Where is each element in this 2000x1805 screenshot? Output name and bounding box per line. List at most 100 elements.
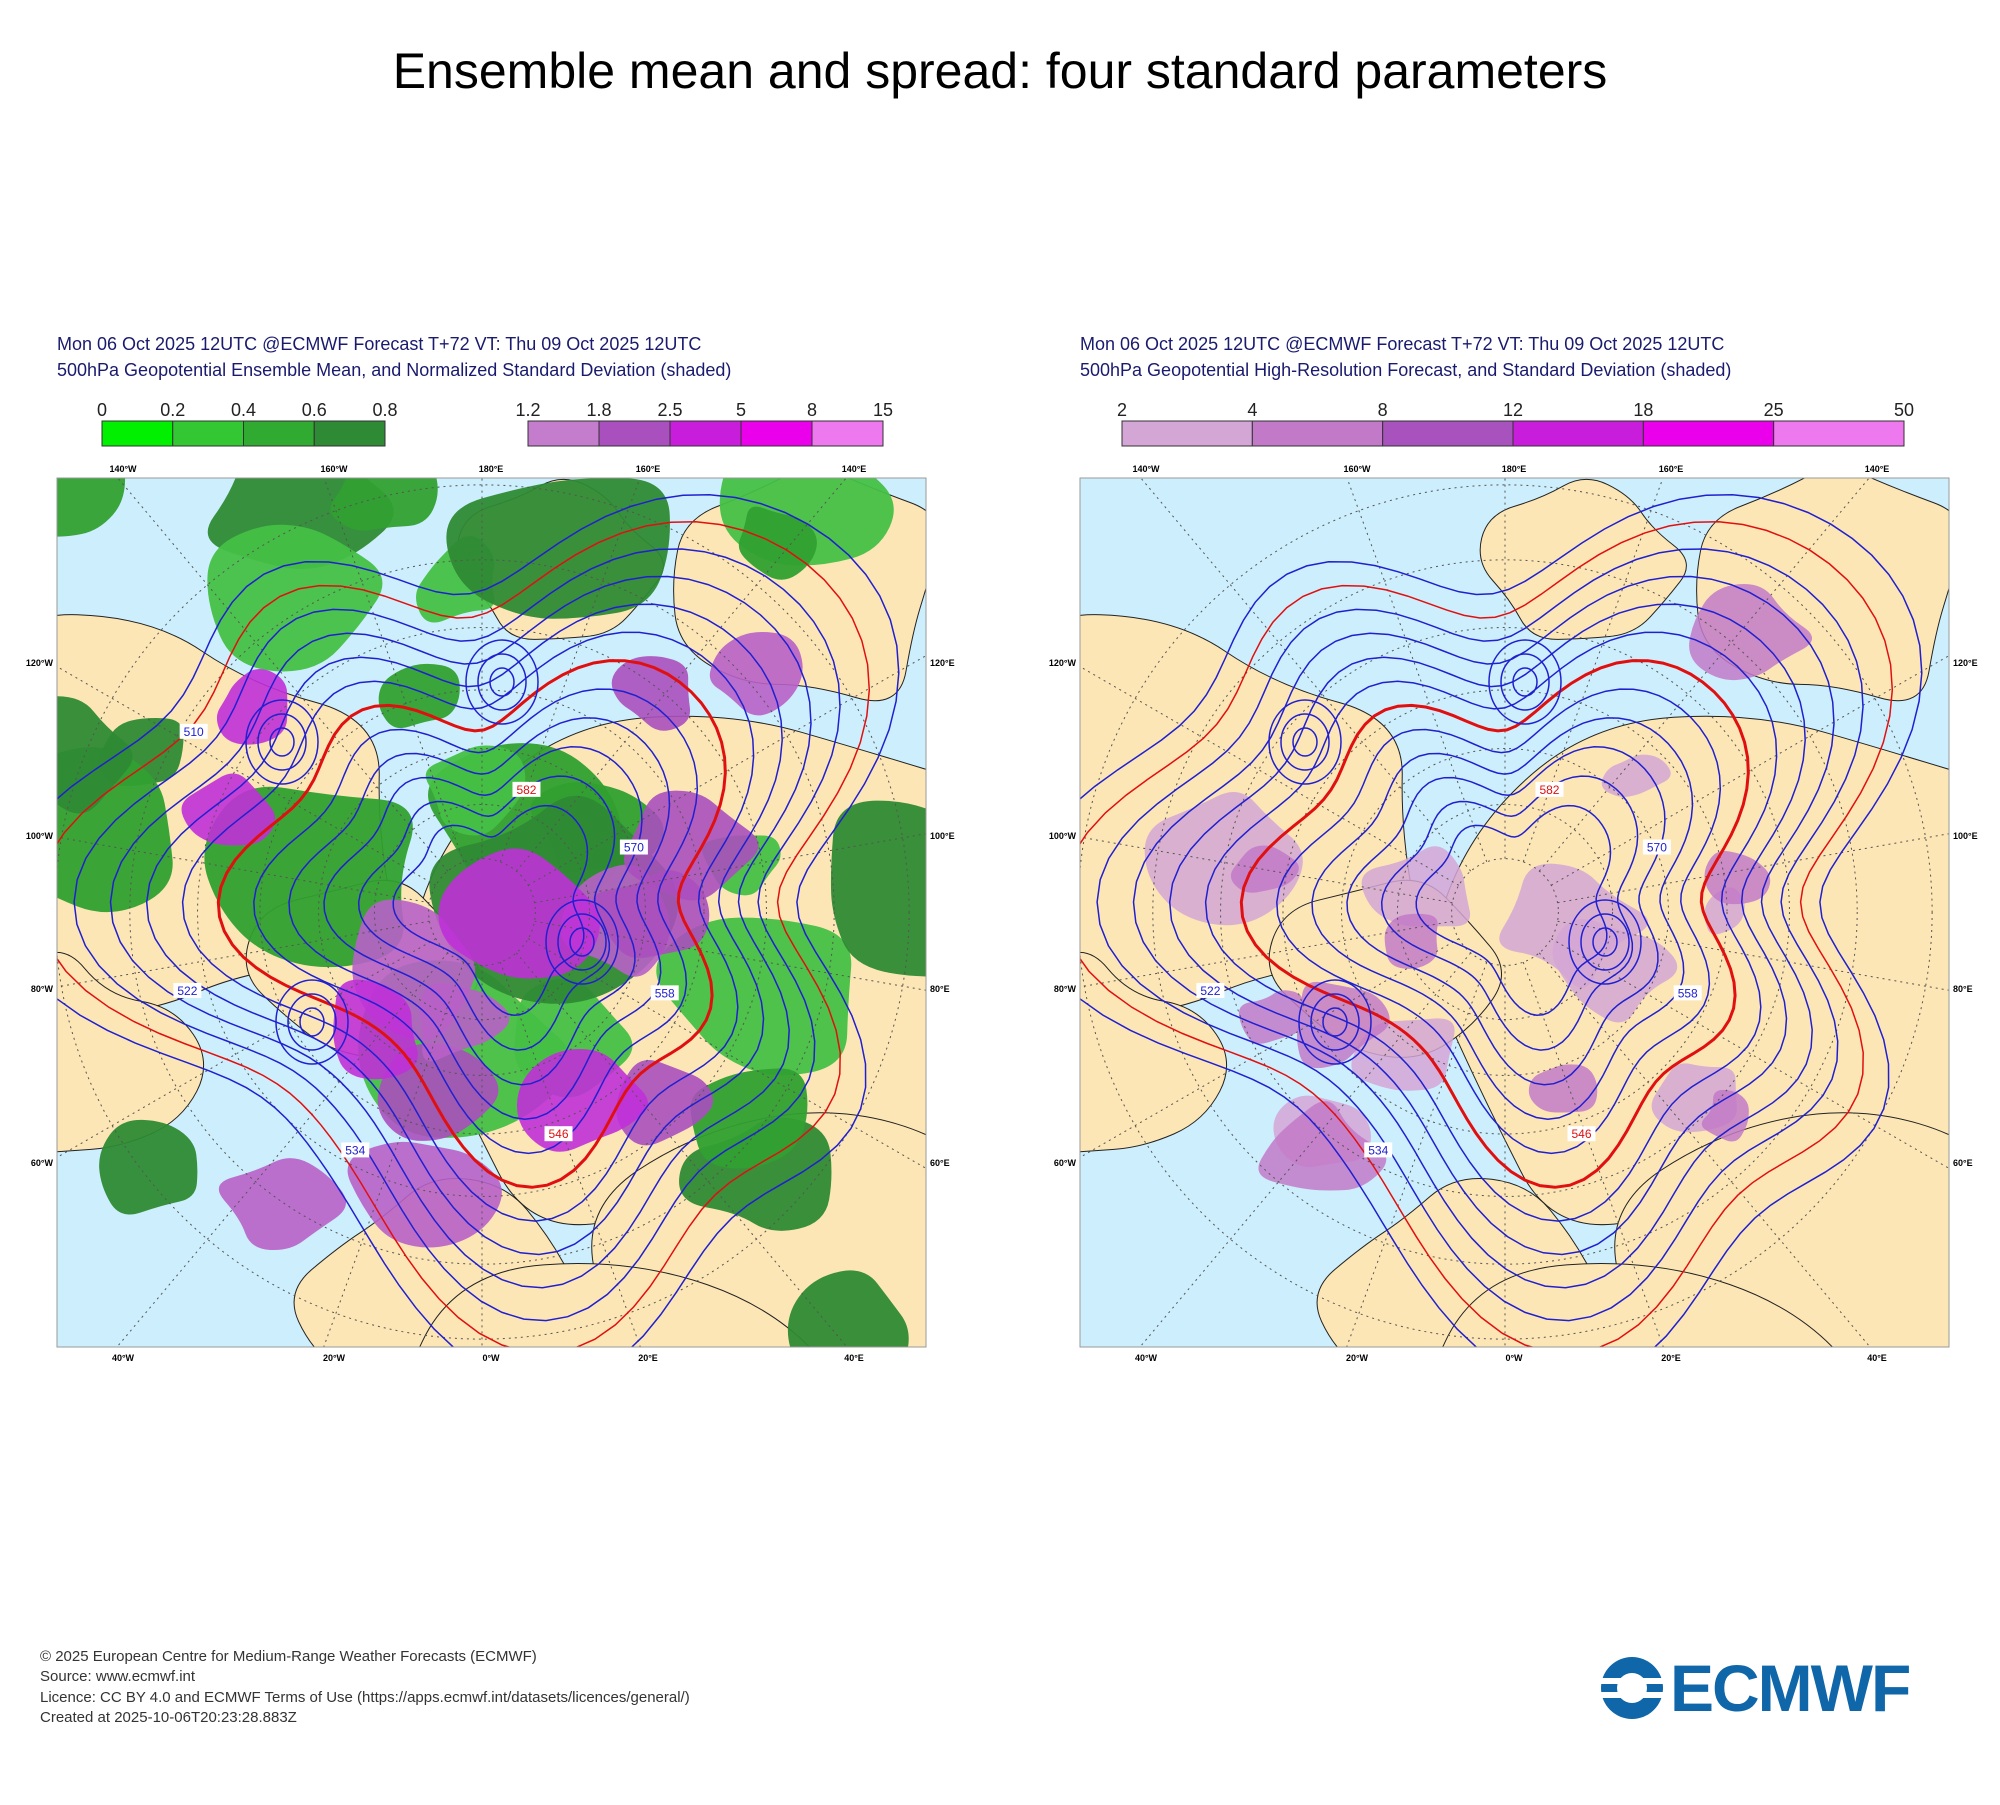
- colorbar-tick-label: 5: [736, 400, 746, 420]
- colorbar-swatch: [1121, 420, 1253, 447]
- colorbar-swatch: [172, 420, 244, 447]
- meridian: [1538, 478, 1870, 872]
- low-contour: [465, 639, 539, 725]
- footer-line: Licence: CC BY 4.0 and ECMWF Terms of Us…: [40, 1689, 690, 1706]
- low-contour: [1292, 727, 1318, 757]
- panel: Mon 06 Oct 2025 12UTC @ECMWF Forecast T+…: [26, 334, 955, 1363]
- panel-header: 500hPa Geopotential Ensemble Mean, and N…: [57, 360, 731, 380]
- spread-shading: [623, 790, 759, 901]
- contour-label: 582: [516, 783, 536, 797]
- geopotential-contour: [145, 603, 783, 1256]
- longitude-label: 180°E: [1502, 464, 1527, 474]
- colorbar-swatch: [313, 420, 386, 447]
- latitude-circle: [1220, 627, 1790, 1197]
- colorbar-tick-label: 1.8: [586, 400, 611, 420]
- spread-shading: [1361, 846, 1471, 927]
- low-contour: [299, 1007, 325, 1037]
- spread-shading: [57, 478, 126, 537]
- contour-label: 546: [548, 1127, 568, 1141]
- geopotential-contour: [357, 775, 616, 1051]
- spread-shading: [181, 773, 276, 846]
- spread-shading: [616, 1059, 714, 1146]
- longitude-label: 60°W: [1054, 1158, 1077, 1168]
- spread-shading: [347, 1141, 502, 1248]
- low-contour: [287, 993, 337, 1051]
- colorbar-tick-label: 1.2: [515, 400, 540, 420]
- logo: ECMWF: [1598, 1651, 1911, 1725]
- colorbar-tick-label: 50: [1894, 400, 1914, 420]
- map-frame: [1079, 477, 1950, 1348]
- longitude-label: 100°W: [26, 831, 54, 841]
- contour-label: 522: [1200, 984, 1220, 998]
- geopotential-contour: [73, 548, 841, 1322]
- panel-header: Mon 06 Oct 2025 12UTC @ECMWF Forecast T+…: [57, 334, 701, 354]
- geopotential-contour: [392, 804, 589, 1016]
- longitude-label: 80°E: [930, 984, 950, 994]
- spread-shading: [1499, 863, 1649, 988]
- longitude-label: 20°W: [1346, 1353, 1369, 1363]
- geopotential-contour: [1096, 548, 1864, 1322]
- spread-shading: [1258, 1101, 1387, 1191]
- spread-shading: [1351, 1018, 1455, 1091]
- contour-label-box: [1364, 1142, 1393, 1158]
- meridian: [116, 952, 449, 1347]
- colorbar-tick-label: 0.2: [160, 400, 185, 420]
- contour-label: 534: [345, 1143, 365, 1157]
- colorbar-swatch: [598, 420, 671, 447]
- colorbar-tick-label: 8: [1378, 400, 1388, 420]
- contour-label-box: [341, 1142, 370, 1158]
- spread-shading: [99, 1119, 198, 1215]
- colorbar-tick-label: 4: [1247, 400, 1257, 420]
- low-contour: [245, 699, 319, 785]
- spread-shading: [516, 1048, 648, 1152]
- low-contour: [1298, 979, 1372, 1065]
- geopotential-contour: [253, 688, 699, 1155]
- longitude-label: 40°E: [844, 1353, 864, 1363]
- low-contour: [1268, 699, 1342, 785]
- low-contour: [1322, 1007, 1348, 1037]
- geopotential-contour: [323, 746, 643, 1086]
- geopotential-contour: [57, 493, 900, 1347]
- contour-label: 510: [184, 725, 204, 739]
- latitude-circle: [1451, 858, 1559, 966]
- contour-label-box: [179, 723, 208, 739]
- contour-label-box: [1196, 982, 1225, 998]
- latitude-circle: [1341, 748, 1669, 1076]
- longitude-label: 0°W: [1505, 1353, 1523, 1363]
- spread-shading: [1296, 981, 1390, 1069]
- longitude-label: 180°E: [479, 464, 504, 474]
- footer-line: Source: www.ecmwf.int: [40, 1668, 196, 1685]
- spread-shading: [1701, 1089, 1749, 1142]
- spread-shading: [1601, 754, 1671, 798]
- low-contour: [489, 667, 515, 697]
- colorbar-swatch: [1251, 420, 1384, 447]
- colorbar-swatch: [1642, 420, 1775, 447]
- longitude-label: 20°E: [638, 1353, 658, 1363]
- latitude-circle: [197, 627, 767, 1197]
- geopotential-contour: [216, 659, 727, 1189]
- spread-shading: [1144, 792, 1303, 926]
- spread-shading: [1528, 1064, 1598, 1113]
- geopotential-contour: [1415, 804, 1612, 1016]
- longitude-label: 80°W: [1054, 984, 1077, 994]
- spread-shading: [216, 668, 288, 745]
- longitude-label: 20°W: [323, 1353, 346, 1363]
- low-contour: [1580, 913, 1630, 971]
- longitude-label: 100°W: [1049, 831, 1077, 841]
- geopotential-contour: [1080, 520, 1894, 1347]
- geopotential-contour: [181, 631, 755, 1222]
- longitude-label: 140°W: [1132, 464, 1160, 474]
- contour-label: 558: [1678, 986, 1698, 1000]
- map-frame: [56, 477, 927, 1348]
- longitude-label: 40°E: [1867, 1353, 1887, 1363]
- longitude-label: 100°E: [1953, 831, 1978, 841]
- colorbar-swatch: [1382, 420, 1514, 447]
- spread-shading: [438, 848, 600, 979]
- colorbar-swatch: [243, 420, 315, 447]
- longitude-label: 140°E: [842, 464, 867, 474]
- low-contour: [477, 653, 527, 711]
- spread-shading: [830, 800, 926, 977]
- logo-text: ECMWF: [1670, 1651, 1909, 1725]
- latitude-circle: [129, 559, 835, 1265]
